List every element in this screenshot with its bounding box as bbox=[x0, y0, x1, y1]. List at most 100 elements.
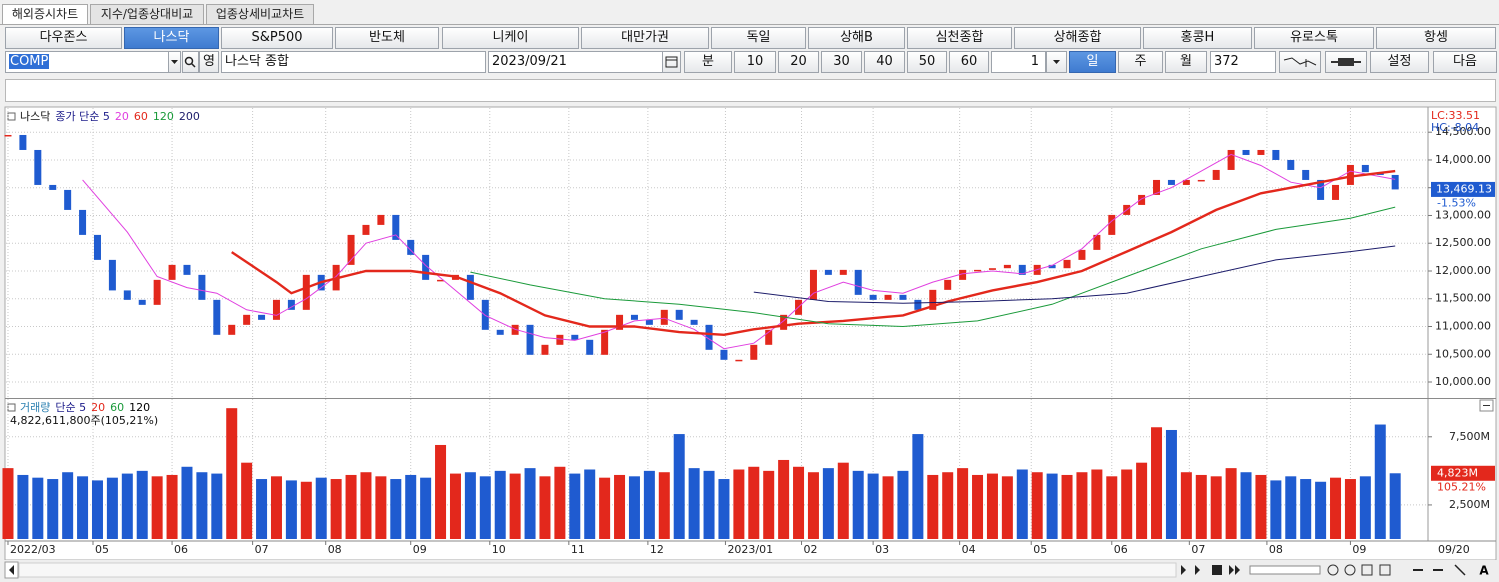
market-button[interactable]: 반도체 bbox=[335, 27, 439, 49]
x-tick-label: 2023/01 bbox=[727, 543, 773, 556]
volume-bar bbox=[494, 470, 506, 539]
volume-bar bbox=[285, 480, 297, 539]
market-button[interactable]: 상해종합 bbox=[1014, 27, 1141, 49]
volume-bar bbox=[196, 472, 208, 539]
volume-bar bbox=[62, 472, 74, 539]
chart-style-button[interactable] bbox=[1279, 51, 1321, 73]
y-tick-label: 13,000.00 bbox=[1435, 208, 1491, 221]
candle bbox=[1003, 264, 1011, 269]
volume-bar bbox=[300, 481, 312, 539]
market-button[interactable]: 상해B bbox=[808, 27, 905, 49]
minute-option[interactable]: 30 bbox=[821, 51, 862, 73]
minute-option[interactable]: 10 bbox=[734, 51, 776, 73]
market-button[interactable]: 심천종합 bbox=[907, 27, 1012, 49]
period-button[interactable]: 월 bbox=[1165, 51, 1207, 73]
settings-button[interactable]: 설정 bbox=[1370, 51, 1429, 73]
market-button[interactable]: 홍콩H bbox=[1143, 27, 1252, 49]
market-button[interactable]: 나스닥 bbox=[124, 27, 219, 49]
stop-glyph[interactable] bbox=[1212, 565, 1222, 575]
forward-glyph[interactable] bbox=[1235, 565, 1240, 575]
volume-bar bbox=[1210, 476, 1222, 539]
candle bbox=[79, 209, 87, 235]
volume-bar bbox=[1001, 476, 1013, 539]
name-input: 나스닥 종합 bbox=[221, 51, 486, 73]
tab[interactable]: 지수/업종상대비교 bbox=[90, 4, 204, 25]
forward-glyph[interactable] bbox=[1229, 565, 1234, 575]
last-volume-pct: 105.21% bbox=[1437, 480, 1486, 493]
y-tick-label: 12,500.00 bbox=[1435, 236, 1491, 249]
period-button[interactable]: 주 bbox=[1118, 51, 1163, 73]
y-tick-label: 7,500M bbox=[1449, 430, 1490, 443]
lc-label: LC:33.51 bbox=[1431, 109, 1480, 122]
candle bbox=[138, 299, 146, 305]
minute-option[interactable]: 50 bbox=[907, 51, 947, 73]
lang-button[interactable]: 영 bbox=[199, 51, 219, 73]
volume-bar bbox=[1240, 472, 1252, 539]
font-button[interactable]: A bbox=[1479, 564, 1489, 578]
market-button[interactable]: 항셍 bbox=[1376, 27, 1496, 49]
volume-bar bbox=[628, 476, 640, 539]
candle bbox=[1197, 179, 1205, 182]
market-button[interactable]: S&P500 bbox=[221, 27, 333, 49]
volume-bar bbox=[1061, 474, 1073, 539]
date-input[interactable]: 2023/09/21 bbox=[488, 51, 663, 73]
volume-bar bbox=[1300, 479, 1312, 539]
candle-style-button[interactable] bbox=[1325, 51, 1367, 73]
settings-icon[interactable] bbox=[1344, 564, 1356, 576]
tab[interactable]: 업종상세비교차트 bbox=[206, 4, 314, 25]
volume-bar bbox=[1180, 472, 1192, 539]
volume-bar bbox=[1076, 472, 1088, 539]
volume-bar bbox=[360, 472, 372, 539]
volume-bar bbox=[763, 470, 775, 539]
candle bbox=[974, 269, 982, 272]
legend-entry: 120 bbox=[153, 110, 174, 123]
market-button[interactable]: 유로스톡 bbox=[1254, 27, 1374, 49]
candle bbox=[1257, 149, 1265, 155]
search-button[interactable] bbox=[182, 51, 199, 73]
legend-entry: 20 bbox=[91, 401, 105, 414]
play-glyph[interactable] bbox=[1181, 565, 1186, 575]
search-glyph bbox=[184, 56, 196, 68]
volume-bar bbox=[226, 408, 238, 539]
minute-option[interactable]: 20 bbox=[778, 51, 819, 73]
volume-bar bbox=[599, 477, 611, 539]
minute-option[interactable]: 60 bbox=[949, 51, 989, 73]
market-button[interactable]: 대만가권 bbox=[581, 27, 709, 49]
zoom-slider[interactable] bbox=[1249, 565, 1321, 575]
move-glyph[interactable] bbox=[1454, 564, 1466, 576]
window-icon[interactable] bbox=[1361, 564, 1373, 576]
interval-input[interactable]: 1 bbox=[991, 51, 1046, 73]
volume-bar bbox=[778, 459, 790, 539]
window-icon[interactable] bbox=[1379, 564, 1391, 576]
scroll-track[interactable] bbox=[18, 562, 1177, 578]
candle bbox=[377, 214, 385, 225]
volume-bar bbox=[1344, 479, 1356, 539]
candle bbox=[1063, 259, 1071, 269]
volume-bar bbox=[688, 468, 700, 539]
count-input[interactable]: 372 bbox=[1210, 51, 1276, 73]
period-button[interactable]: 일 bbox=[1069, 51, 1116, 73]
candle bbox=[19, 134, 27, 150]
market-button[interactable]: 다우존스 bbox=[5, 27, 122, 49]
dropdown-button[interactable] bbox=[168, 51, 181, 73]
market-button[interactable]: 니케이 bbox=[442, 27, 579, 49]
volume-bar bbox=[539, 476, 551, 539]
interval-dropdown[interactable] bbox=[1046, 51, 1067, 73]
volume-bar bbox=[957, 468, 969, 539]
last-change-label: -1.53% bbox=[1437, 196, 1476, 209]
legend-entry: 120 bbox=[129, 401, 150, 414]
volume-bar bbox=[211, 473, 223, 539]
arrow-glyph bbox=[9, 565, 14, 575]
candle bbox=[735, 359, 743, 362]
candle bbox=[1391, 174, 1399, 190]
market-button[interactable]: 독일 bbox=[711, 27, 806, 49]
minute-option[interactable]: 40 bbox=[864, 51, 905, 73]
moving-average bbox=[470, 206, 1396, 328]
next-button[interactable]: 다음 bbox=[1433, 51, 1497, 73]
play-glyph[interactable] bbox=[1195, 565, 1200, 575]
calendar-button[interactable] bbox=[662, 51, 681, 73]
minute-button[interactable]: 분 bbox=[684, 51, 732, 73]
candle bbox=[929, 289, 937, 310]
zoom-icon[interactable] bbox=[1327, 564, 1339, 576]
